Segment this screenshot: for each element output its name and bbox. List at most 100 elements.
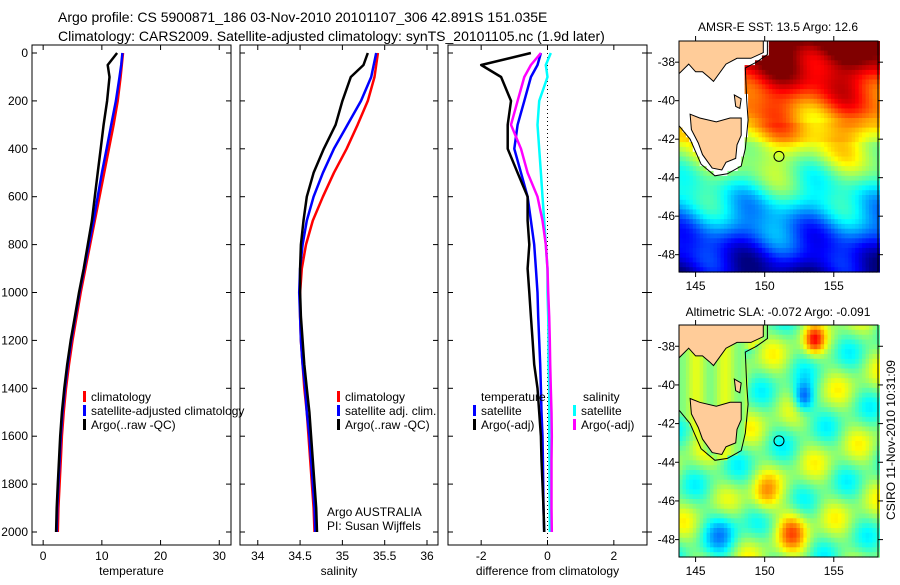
sla-cell (800, 388, 804, 393)
sst-cell (793, 214, 797, 219)
y-tick-label: 800 (8, 238, 28, 252)
sst-cell (845, 84, 849, 89)
sla-cell (707, 373, 711, 378)
sla-cell (776, 475, 780, 480)
sla-cell (745, 547, 749, 552)
sst-cell (783, 55, 787, 60)
sst-cell (762, 118, 766, 123)
sst-cell (762, 258, 766, 263)
sla-cell (731, 369, 735, 374)
sst-cell (793, 248, 797, 253)
sla-cell (679, 485, 683, 490)
sst-cell (838, 171, 842, 176)
sst-cell (717, 214, 721, 219)
x-axis-label: difference from climatology (476, 564, 619, 578)
legend-swatch-argo (337, 419, 340, 430)
sla-cell (821, 465, 825, 470)
sla-cell (793, 460, 797, 465)
sst-cell (855, 214, 859, 219)
x-tick-label: 36 (420, 549, 434, 563)
sst-cell (786, 132, 790, 137)
sla-cell (776, 509, 780, 514)
sst-cell (845, 104, 849, 109)
sst-cell (714, 104, 718, 109)
sst-cell (814, 253, 818, 258)
sst-cell (776, 224, 780, 229)
sst-cell (724, 176, 728, 181)
sst-cell (831, 258, 835, 263)
sla-cell (807, 528, 811, 533)
legend-label: Argo(-adj) (481, 418, 534, 432)
sla-cell (776, 480, 780, 485)
sst-cell (717, 253, 721, 258)
sla-cell (755, 451, 759, 456)
sla-cell (776, 398, 780, 403)
sla-cell (738, 518, 742, 523)
sst-cell (679, 123, 683, 128)
sla-cell (693, 528, 697, 533)
sst-cell (679, 137, 683, 142)
sla-cell (783, 335, 787, 340)
sla-cell (731, 494, 735, 499)
sst-cell (686, 209, 690, 214)
sla-cell (700, 509, 704, 514)
sst-cell (762, 205, 766, 210)
sst-cell (745, 161, 749, 166)
sst-cell (783, 65, 787, 70)
sst-cell (738, 171, 742, 176)
sst-cell (693, 166, 697, 171)
sla-cell (807, 441, 811, 446)
sst-cell (755, 185, 759, 190)
sst-cell (862, 108, 866, 113)
sla-cell (800, 470, 804, 475)
sst-cell (824, 108, 828, 113)
sst-cell (762, 248, 766, 253)
sla-cell (762, 528, 766, 533)
sla-cell (814, 465, 818, 470)
sst-cell (838, 128, 842, 133)
sst-cell (755, 104, 759, 109)
sst-cell (807, 104, 811, 109)
sla-cell (686, 460, 690, 465)
sla-cell (786, 441, 790, 446)
sst-cell (686, 224, 690, 229)
sla-cell (800, 398, 804, 403)
sla-cell (724, 499, 728, 504)
sst-cell (869, 137, 873, 142)
sst-cell (769, 70, 773, 75)
sst-cell (755, 190, 759, 195)
sst-cell (700, 80, 704, 85)
sla-cell (762, 523, 766, 528)
sla-cell (793, 494, 797, 499)
sst-cell (855, 147, 859, 152)
sst-cell (862, 166, 866, 171)
sla-cell (793, 388, 797, 393)
sla-cell (807, 460, 811, 465)
sst-cell (838, 238, 842, 243)
sst-cell (762, 123, 766, 128)
sla-cell (686, 388, 690, 393)
sla-cell (821, 407, 825, 412)
sla-cell (807, 456, 811, 461)
sla-cell (738, 499, 742, 504)
sla-cell (793, 465, 797, 470)
sla-cell (707, 398, 711, 403)
sst-cell (793, 166, 797, 171)
title-line1: Argo profile: CS 5900871_186 03-Nov-2010… (58, 9, 547, 25)
sst-cell (693, 104, 697, 109)
sst-cell (852, 262, 856, 267)
sst-cell (748, 166, 752, 171)
sst-cell (717, 224, 721, 229)
sla-cell (807, 378, 811, 383)
sst-cell (783, 99, 787, 104)
sst-cell (807, 190, 811, 195)
sla-cell (748, 538, 752, 543)
sla-cell (679, 427, 683, 432)
sla-cell (769, 475, 773, 480)
sla-cell (700, 393, 704, 398)
sla-cell (745, 504, 749, 509)
sst-cell (807, 137, 811, 142)
sla-cell (807, 547, 811, 552)
sst-cell (821, 243, 825, 248)
